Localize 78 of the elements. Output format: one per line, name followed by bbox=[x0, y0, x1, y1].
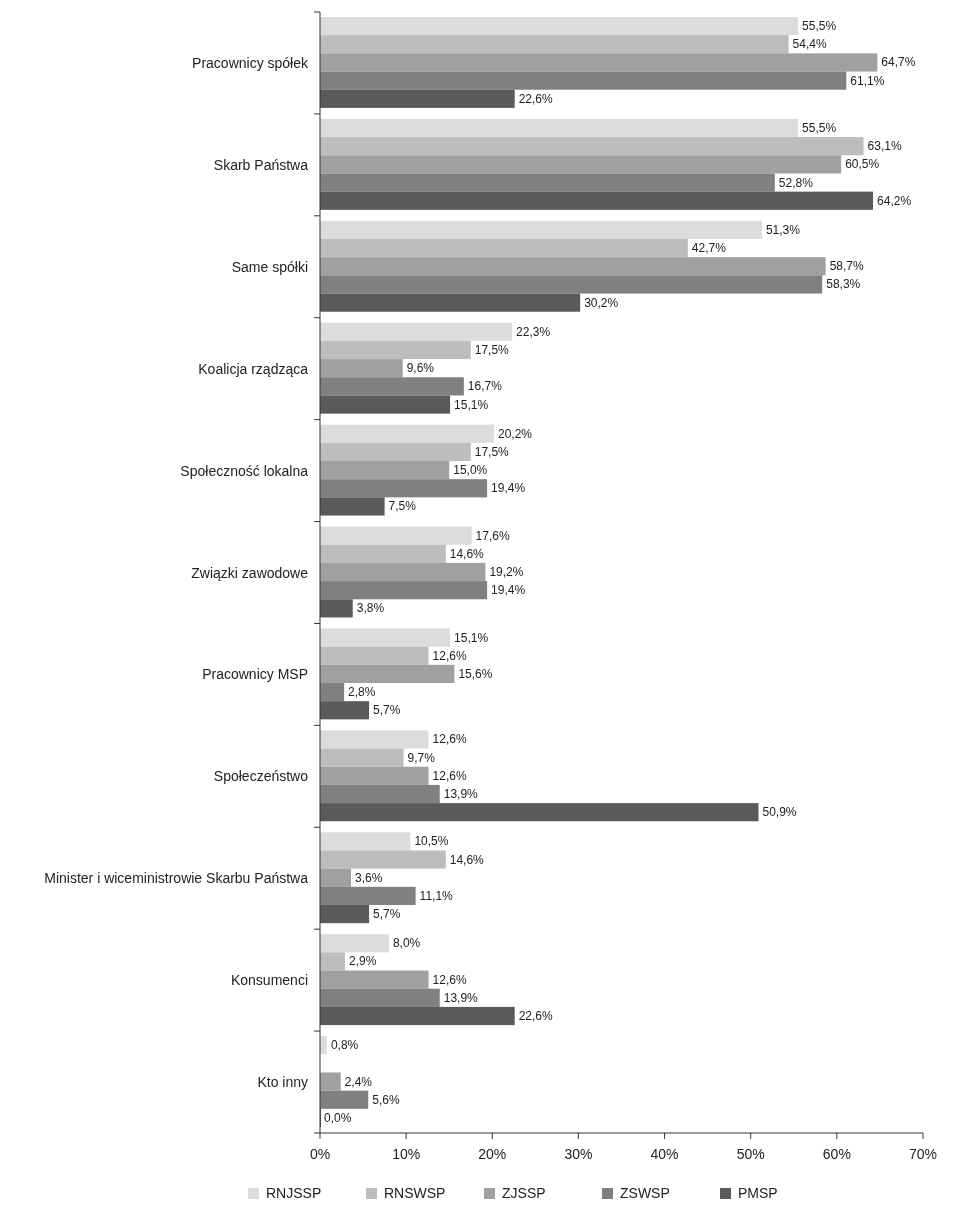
legend-label: RNSWSP bbox=[384, 1185, 446, 1201]
y-tick-label: Pracownicy spółek bbox=[192, 54, 309, 71]
legend-label: ZJSSP bbox=[502, 1185, 546, 1201]
data-label: 15,6% bbox=[458, 666, 493, 681]
data-label: 15,1% bbox=[454, 630, 489, 645]
y-tick-label: Kto inny bbox=[257, 1074, 308, 1091]
x-tick-label: 60% bbox=[822, 1146, 851, 1162]
data-label: 17,5% bbox=[474, 343, 510, 357]
data-label: 12,6% bbox=[432, 648, 467, 663]
y-tick-label: Minister i wiceministrowie Skarbu Państwa bbox=[44, 870, 309, 887]
y-tick-label: Same spółki bbox=[231, 258, 308, 275]
x-tick-label: 10% bbox=[392, 1146, 421, 1162]
data-label: 19,4% bbox=[491, 481, 526, 496]
data-label: 22,3% bbox=[516, 324, 551, 339]
data-label: 60,5% bbox=[845, 157, 880, 172]
data-label: 54,4% bbox=[792, 37, 827, 52]
x-tick-label: 30% bbox=[564, 1146, 593, 1162]
data-label: 20,2% bbox=[498, 426, 533, 441]
data-label: 19,4% bbox=[491, 583, 526, 598]
data-label: 17,5% bbox=[474, 444, 510, 459]
data-label: 22,6% bbox=[518, 91, 554, 106]
x-tick-label: 20% bbox=[478, 1146, 507, 1162]
data-label: 7,5% bbox=[388, 499, 417, 514]
data-label: 12,6% bbox=[432, 732, 467, 747]
data-label: 63,1% bbox=[867, 139, 902, 154]
legend-label: ZSWSP bbox=[620, 1185, 670, 1201]
data-label: 58,3% bbox=[826, 277, 861, 292]
data-label: 58,7% bbox=[829, 259, 865, 274]
data-label: 42,7% bbox=[691, 241, 727, 256]
data-label: 15,0% bbox=[453, 463, 488, 478]
data-label: 12,6% bbox=[432, 972, 467, 987]
data-label: 5,6% bbox=[372, 1092, 400, 1107]
y-tick-label: Konsumenci bbox=[230, 972, 308, 989]
data-label: 50,9% bbox=[762, 805, 797, 820]
data-label: 17,6% bbox=[475, 528, 510, 543]
data-label: 10,5% bbox=[414, 834, 449, 849]
data-label: 30,2% bbox=[584, 295, 619, 310]
data-label: 3,8% bbox=[356, 601, 385, 616]
data-label: 15,1% bbox=[454, 397, 489, 412]
data-label: 55,5% bbox=[802, 19, 837, 34]
y-tick-label: Koalicja rządząca bbox=[198, 360, 309, 377]
data-label: 2,9% bbox=[348, 954, 377, 969]
data-label: 9,7% bbox=[407, 750, 436, 765]
data-label: 64,2% bbox=[877, 193, 912, 208]
data-label: 13,9% bbox=[443, 990, 479, 1005]
legend-label: PMSP bbox=[738, 1185, 778, 1201]
data-label: 19,2% bbox=[489, 565, 524, 579]
data-label: 14,6% bbox=[449, 852, 485, 867]
data-label: 51,3% bbox=[765, 222, 801, 237]
data-label: 0,0% bbox=[324, 1110, 352, 1125]
data-label: 16,7% bbox=[467, 379, 503, 394]
x-tick-label: 70% bbox=[908, 1146, 938, 1162]
data-label: 11,1% bbox=[419, 888, 454, 903]
y-tick-label: Skarb Państwa bbox=[213, 156, 309, 173]
data-label: 13,9% bbox=[443, 787, 479, 801]
data-label: 2,8% bbox=[348, 685, 376, 700]
data-label: 12,6% bbox=[432, 768, 467, 783]
data-label: 5,7% bbox=[373, 703, 401, 718]
y-tick-label: Związki zawodowe bbox=[191, 564, 309, 581]
data-label: 52,8% bbox=[778, 175, 814, 190]
legend-label: RNJSSP bbox=[266, 1185, 322, 1201]
data-label: 9,6% bbox=[406, 361, 435, 376]
data-label: 0,8% bbox=[330, 1038, 359, 1053]
x-tick-label: 40% bbox=[650, 1146, 679, 1162]
data-label: 64,7% bbox=[881, 55, 916, 70]
data-label: 61,1% bbox=[850, 73, 885, 88]
x-tick-label: 50% bbox=[736, 1146, 765, 1162]
data-label: 22,6% bbox=[518, 1009, 554, 1023]
data-label: 14,6% bbox=[449, 546, 485, 561]
data-label: 2,4% bbox=[344, 1074, 373, 1089]
data-label: 55,5% bbox=[802, 121, 837, 135]
y-tick-label: Pracownicy MSP bbox=[202, 666, 308, 683]
x-tick-label: 0% bbox=[309, 1146, 331, 1162]
data-label: 8,0% bbox=[392, 936, 421, 951]
data-label: 3,6% bbox=[355, 870, 383, 885]
y-tick-label: Społeczeństwo bbox=[213, 768, 309, 785]
data-label: 5,7% bbox=[373, 907, 401, 922]
y-tick-label: Społeczność lokalna bbox=[180, 462, 309, 479]
